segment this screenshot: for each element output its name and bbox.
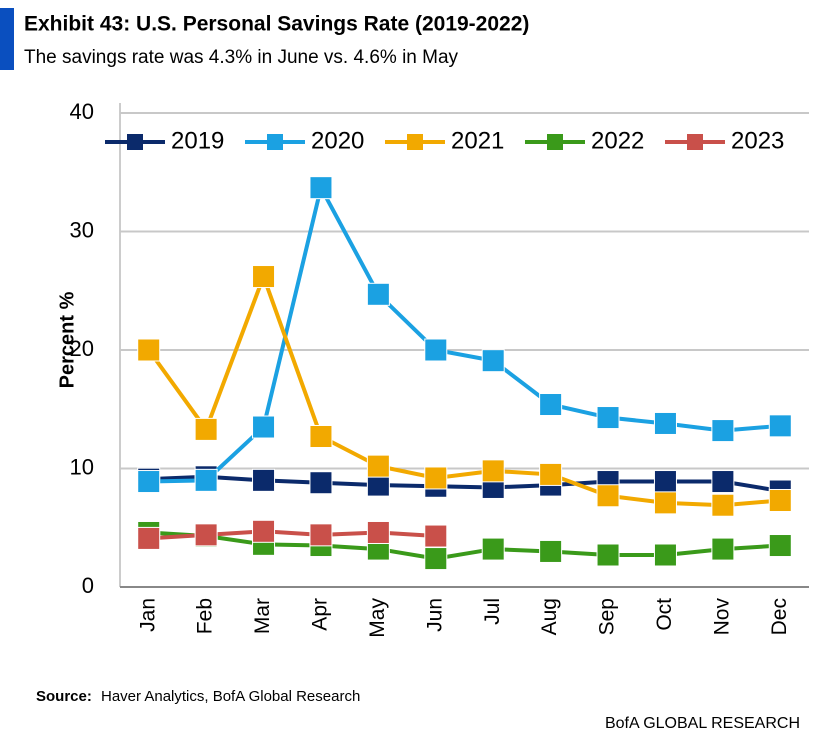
- legend-label: 2022: [591, 127, 644, 154]
- data-point: [768, 414, 792, 438]
- x-tick-label: May: [366, 598, 389, 638]
- data-point: [252, 265, 276, 289]
- source-label: Source:: [36, 688, 92, 705]
- source: Haver Analytics, BofA Global Research: [101, 688, 360, 705]
- data-point: [194, 523, 218, 547]
- legend-label: 2023: [731, 127, 784, 154]
- data-point: [309, 471, 333, 495]
- series-line: [148, 474, 781, 493]
- data-point: [309, 176, 333, 200]
- data-point: [539, 462, 563, 486]
- legend-label: 2019: [171, 127, 224, 154]
- data-point: [653, 491, 677, 515]
- data-point: [366, 520, 390, 544]
- data-point: [252, 468, 276, 492]
- x-tick-label: Apr: [309, 598, 332, 631]
- data-point: [711, 470, 735, 494]
- data-point: [481, 537, 505, 561]
- x-tick-label: Dec: [768, 598, 791, 635]
- data-point: [194, 468, 218, 492]
- data-point: [309, 523, 333, 547]
- series-line: [148, 530, 781, 561]
- data-point: [137, 470, 161, 494]
- data-point: [711, 537, 735, 561]
- data-point: [366, 454, 390, 478]
- data-point: [252, 415, 276, 439]
- y-tick-label: 40: [70, 99, 94, 124]
- x-tick-label: Aug: [538, 598, 561, 635]
- x-tick-label: Feb: [194, 598, 217, 634]
- x-tick-label: Nov: [710, 598, 733, 636]
- x-tick-label: Oct: [653, 598, 676, 631]
- data-point: [653, 411, 677, 435]
- legend-marker: [407, 134, 423, 150]
- data-point: [424, 466, 448, 490]
- data-point: [194, 417, 218, 441]
- footer: BofA GLOBAL RESEARCH: [605, 715, 800, 732]
- data-point: [539, 539, 563, 563]
- title-accent: [0, 8, 14, 70]
- legend-marker: [547, 134, 563, 150]
- data-point: [137, 526, 161, 550]
- series-line: [147, 270, 781, 508]
- data-point: [653, 543, 677, 567]
- x-tick-label: Jan: [136, 598, 159, 632]
- y-tick-label: 10: [70, 454, 94, 479]
- data-point: [481, 349, 505, 373]
- x-tick-label: Sep: [596, 598, 619, 635]
- legend-marker: [127, 134, 143, 150]
- data-point: [424, 524, 448, 548]
- data-point: [137, 338, 161, 362]
- data-point: [424, 547, 448, 571]
- data-point: [596, 543, 620, 567]
- data-point: [366, 282, 390, 306]
- y-axis-label: Percent %: [56, 291, 78, 388]
- series-line: [148, 529, 436, 541]
- data-point: [768, 534, 792, 558]
- data-point: [653, 470, 677, 494]
- y-tick-label: 30: [70, 217, 94, 242]
- chart-subtitle: The savings rate was 4.3% in June vs. 4.…: [24, 47, 459, 68]
- x-tick-label: Mar: [251, 598, 274, 634]
- y-tick-label: 20: [70, 336, 94, 361]
- data-point: [309, 425, 333, 449]
- chart-title: Exhibit 43: U.S. Personal Savings Rate (…: [24, 13, 529, 36]
- data-point: [596, 406, 620, 430]
- legend-label: 2021: [451, 127, 504, 154]
- data-point: [424, 338, 448, 362]
- y-tick-label: 0: [82, 573, 94, 598]
- data-point: [711, 493, 735, 517]
- legend-label: 2020: [311, 127, 364, 154]
- legend-marker: [687, 134, 703, 150]
- x-tick-label: Jun: [423, 598, 446, 632]
- data-point: [711, 419, 735, 443]
- x-tick-label: Jul: [481, 598, 504, 625]
- data-point: [539, 393, 563, 417]
- data-point: [768, 488, 792, 512]
- data-point: [252, 519, 276, 543]
- legend-marker: [267, 134, 283, 150]
- data-point: [481, 459, 505, 483]
- data-point: [596, 484, 620, 508]
